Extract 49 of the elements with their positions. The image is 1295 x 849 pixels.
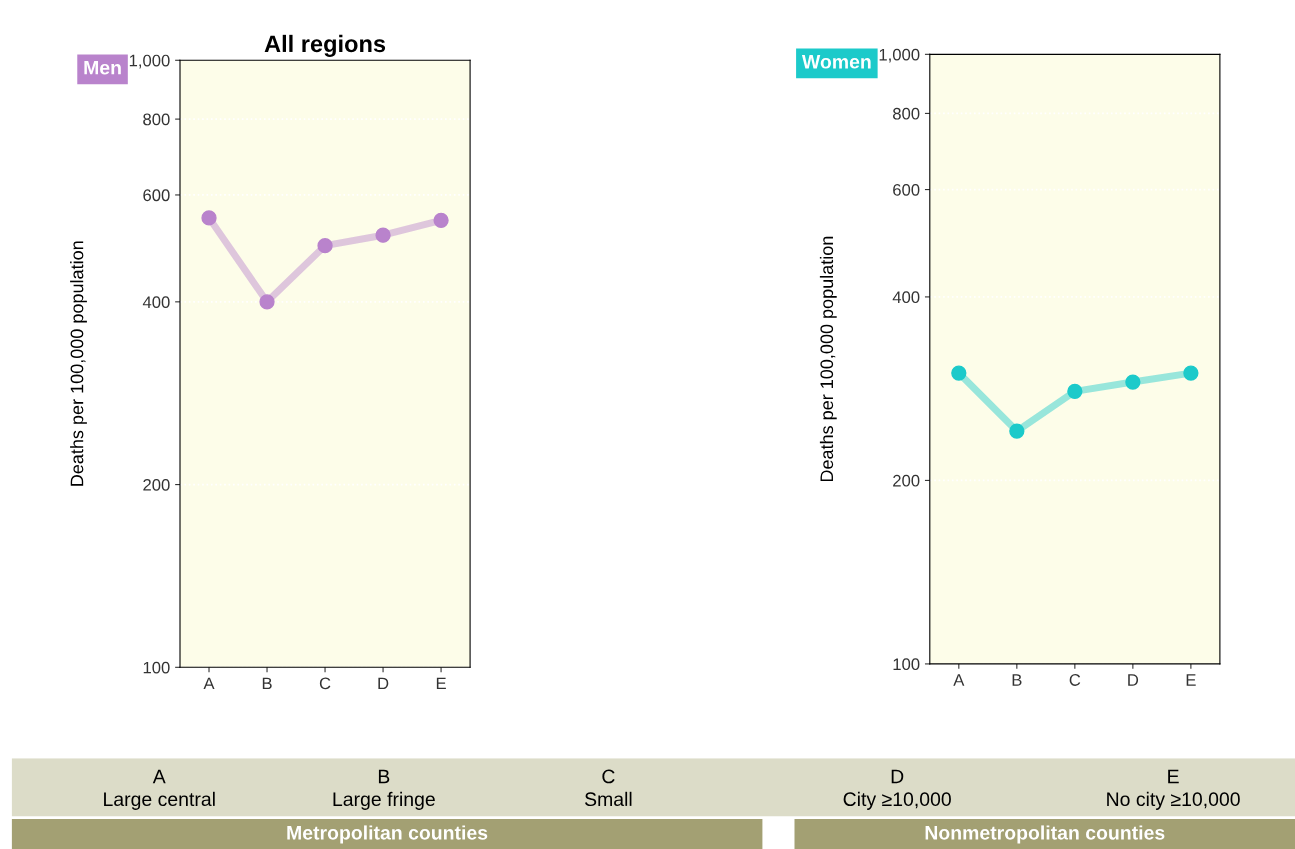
point xyxy=(1009,423,1025,439)
point xyxy=(951,365,967,381)
point xyxy=(317,238,333,254)
x-tick-label: E xyxy=(1186,674,1196,686)
point xyxy=(1183,365,1199,381)
y-tick-label: 400 xyxy=(892,291,920,304)
text: E xyxy=(1168,769,1179,784)
x-tick-label: D xyxy=(378,677,389,690)
text: C xyxy=(602,769,615,784)
x-tick-label: C xyxy=(319,677,331,690)
text: Metropolitan counties xyxy=(287,825,488,844)
y-tick-label: 100 xyxy=(893,658,920,671)
text: B xyxy=(378,769,390,784)
text: Large fringe xyxy=(333,791,435,810)
point xyxy=(433,212,449,228)
y-tick-label: 200 xyxy=(893,474,920,487)
point xyxy=(1067,383,1083,399)
point xyxy=(259,294,275,310)
y-axis-title: Deaths per 100,000 population xyxy=(70,241,87,486)
point xyxy=(201,210,217,226)
y-tick-label: 800 xyxy=(143,113,170,126)
y-tick-label: 600 xyxy=(143,189,170,202)
y-tick-label: 1,000 xyxy=(129,54,170,69)
text: Women xyxy=(801,55,871,69)
y-tick-label: 1,000 xyxy=(879,48,920,63)
point xyxy=(375,227,391,243)
text: Men xyxy=(84,60,121,75)
chart-title: All regions xyxy=(264,34,386,57)
x-tick-label: D xyxy=(1128,674,1139,686)
x-tick-label: B xyxy=(1012,674,1022,686)
point xyxy=(1125,374,1141,390)
y-tick-label: 400 xyxy=(142,296,170,309)
y-axis-title: Deaths per 100,000 population xyxy=(819,236,837,482)
text: City ≥10,000 xyxy=(843,791,951,810)
text: No city ≥10,000 xyxy=(1107,791,1240,810)
text: A xyxy=(152,769,166,784)
text: Nonmetropolitan counties xyxy=(925,825,1165,844)
y-tick-label: 200 xyxy=(143,478,170,491)
x-tick-label: B xyxy=(262,677,272,690)
x-tick-label: E xyxy=(436,677,446,690)
text: D xyxy=(891,769,904,784)
y-tick-label: 800 xyxy=(893,107,920,120)
x-tick-label: C xyxy=(1069,674,1081,686)
y-tick-label: 600 xyxy=(893,183,920,196)
x-tick-label: A xyxy=(203,677,215,690)
x-tick-label: A xyxy=(953,674,965,686)
y-tick-label: 100 xyxy=(143,661,170,674)
text: Small xyxy=(584,791,632,807)
text: Large central xyxy=(104,791,215,810)
